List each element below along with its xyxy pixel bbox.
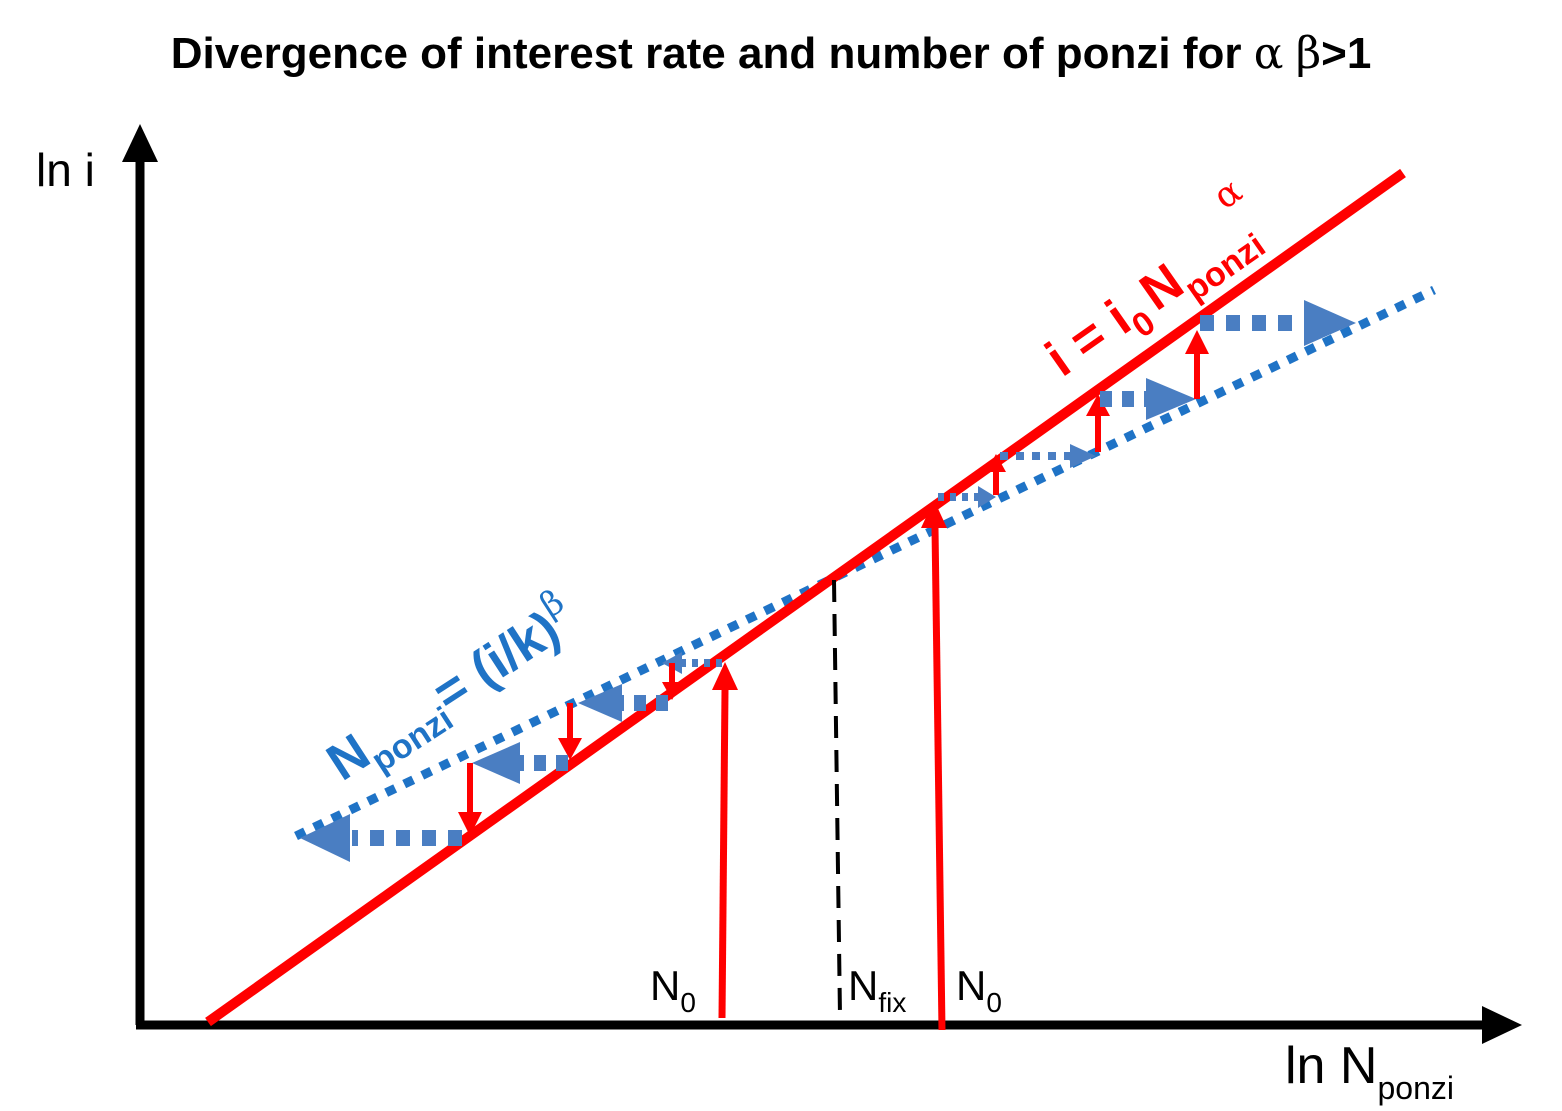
nfix-label: Nfix [848, 962, 906, 1018]
blue-dotted-curve [294, 285, 1436, 841]
x-axis-arrow [1482, 1006, 1522, 1044]
n0-right-arrow [921, 500, 947, 1031]
x-axis-label-main: ln N [1285, 1037, 1377, 1095]
x-axis-label: ln Nponzi [1285, 1037, 1454, 1106]
red-curve [205, 168, 1406, 1027]
axes [122, 124, 1522, 1044]
n0-left-arrow [712, 662, 738, 1019]
diagram-title: Divergence of interest rate and number o… [0, 28, 1542, 79]
blue-label-rhs: = (i/k) [423, 600, 570, 723]
title-alpha: α [1253, 28, 1284, 79]
left-cobweb [300, 652, 722, 862]
y-axis-arrow [122, 124, 158, 162]
n0-left-label: N0 [650, 962, 696, 1018]
title-text: Divergence of interest rate and number o… [170, 29, 1242, 78]
nfix-dashed-line [832, 579, 842, 1017]
n0-right-label: N0 [956, 962, 1002, 1018]
svg-text:Nponzi= (i/k)β: Nponzi= (i/k)β [312, 582, 591, 801]
blue-curve-label: Nponzi= (i/k)β [312, 582, 591, 801]
title-beta: β [1295, 28, 1322, 79]
y-axis-label: ln i [36, 144, 95, 196]
title-suffix: >1 [1321, 29, 1372, 78]
x-axis-label-sub: ponzi [1377, 1070, 1454, 1106]
red-label-exp: α [1206, 170, 1249, 218]
right-cobweb [938, 300, 1356, 508]
